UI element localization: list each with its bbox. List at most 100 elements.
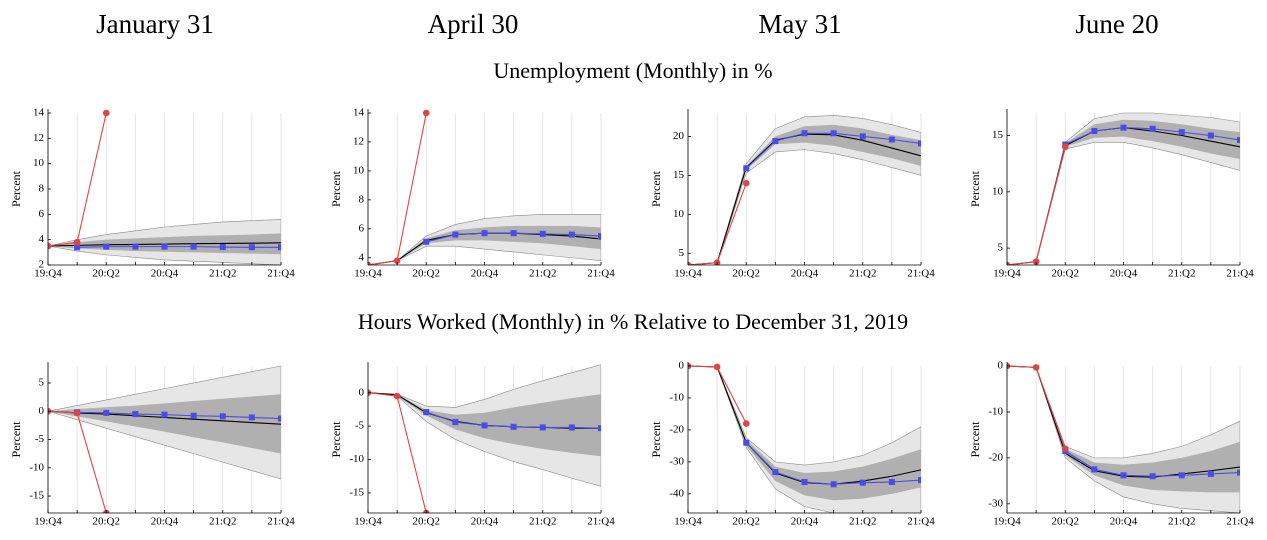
x-tick-label: 20:Q4	[791, 268, 819, 280]
column-title: January 31	[96, 9, 214, 39]
marker	[539, 424, 546, 431]
marker	[918, 477, 921, 484]
marker	[568, 231, 575, 238]
series-line	[77, 246, 281, 248]
marker	[830, 130, 837, 137]
x-tick-label: 19:Q4	[34, 516, 62, 528]
marker	[452, 231, 459, 238]
x-tick-label: 20:Q4	[471, 516, 499, 528]
x-tick-label: 20:Q4	[1110, 516, 1138, 528]
row-title: Unemployment (Monthly) in %	[493, 58, 772, 83]
marker	[481, 422, 488, 429]
x-tick-label: 19:Q4	[354, 516, 382, 528]
y-tick-label: 14	[353, 107, 365, 119]
marker	[772, 469, 779, 476]
y-tick-label: 0	[39, 405, 45, 417]
marker	[74, 244, 81, 251]
y-tick-label: 0	[998, 360, 1004, 372]
x-tick-label: 20:Q2	[1052, 516, 1080, 528]
plot-area	[48, 365, 281, 513]
y-tick-label: -5	[355, 420, 365, 432]
marker	[830, 481, 837, 488]
marker	[859, 133, 866, 140]
marker	[481, 230, 488, 237]
y-tick-label: -30	[988, 497, 1003, 509]
y-tick-label: 8	[39, 183, 45, 195]
y-tick-label: -10	[29, 461, 44, 473]
y-tick-label: 4	[359, 251, 365, 263]
marker	[132, 243, 139, 250]
marker	[801, 479, 808, 486]
y-tick-label: -40	[669, 487, 684, 499]
y-tick-label: 15	[673, 169, 685, 181]
marker	[393, 392, 401, 400]
x-tick-label: 21:Q2	[529, 268, 557, 280]
y-tick-label: 10	[992, 185, 1004, 197]
marker	[1149, 125, 1156, 132]
y-tick-label: 12	[33, 132, 44, 144]
confidence-band	[1007, 112, 1240, 265]
x-tick-label: 20:Q2	[733, 268, 761, 280]
y-tick-label: 5	[679, 247, 685, 259]
x-tick-label: 21:Q2	[209, 516, 237, 528]
marker	[190, 243, 197, 250]
marker	[1007, 261, 1011, 265]
y-tick-label: 12	[353, 135, 364, 147]
marker	[1178, 129, 1185, 136]
plot-area	[1007, 112, 1240, 265]
x-tick-label: 20:Q2	[413, 268, 441, 280]
marker	[102, 109, 110, 117]
marker	[1178, 472, 1185, 479]
marker	[888, 136, 895, 143]
row-title: Hours Worked (Monthly) in % Relative to …	[358, 309, 908, 334]
x-tick-label: 20:Q4	[1110, 268, 1138, 280]
x-tick-label: 21:Q2	[1168, 516, 1196, 528]
confidence-band	[688, 124, 921, 265]
plot-area	[688, 115, 921, 265]
marker	[598, 233, 601, 240]
x-tick-label: 21:Q4	[907, 516, 935, 528]
y-tick-label: 5	[39, 376, 45, 388]
y-tick-label: 14	[33, 107, 45, 119]
x-tick-label: 21:Q4	[267, 516, 295, 528]
y-axis-label: Percent	[649, 170, 663, 207]
marker	[918, 140, 921, 147]
y-tick-label: 5	[998, 242, 1004, 254]
marker	[1061, 143, 1069, 151]
x-tick-label: 21:Q2	[849, 268, 877, 280]
y-axis-label: Percent	[329, 170, 343, 207]
y-tick-label: -10	[669, 391, 684, 403]
marker	[278, 415, 281, 422]
x-tick-label: 20:Q4	[151, 516, 179, 528]
x-tick-label: 20:Q4	[151, 268, 179, 280]
confidence-band	[688, 366, 921, 501]
y-tick-label: -20	[988, 451, 1003, 463]
x-tick-label: 20:Q4	[471, 268, 499, 280]
marker	[743, 439, 750, 446]
x-tick-label: 21:Q2	[529, 516, 557, 528]
marker	[713, 363, 721, 371]
marker	[1207, 132, 1214, 139]
y-tick-label: 15	[992, 129, 1004, 141]
x-tick-label: 20:Q2	[93, 268, 121, 280]
x-tick-label: 21:Q4	[587, 516, 615, 528]
marker	[859, 479, 866, 486]
marker	[423, 409, 430, 416]
x-tick-label: 20:Q2	[93, 516, 121, 528]
x-tick-label: 19:Q4	[354, 268, 382, 280]
y-axis-label: Percent	[649, 421, 663, 458]
x-tick-label: 20:Q2	[1052, 268, 1080, 280]
y-tick-label: -10	[349, 453, 364, 465]
confidence-band	[1007, 366, 1240, 493]
marker	[1120, 124, 1127, 131]
x-tick-label: 20:Q4	[791, 516, 819, 528]
x-tick-label: 20:Q2	[733, 516, 761, 528]
y-tick-label: -15	[349, 486, 364, 498]
marker	[219, 413, 226, 420]
y-tick-label: 6	[39, 208, 45, 220]
column-title: June 20	[1075, 9, 1158, 39]
marker	[688, 261, 692, 265]
x-tick-label: 21:Q4	[1226, 516, 1254, 528]
y-tick-label: 20	[673, 130, 685, 142]
marker	[278, 244, 281, 251]
